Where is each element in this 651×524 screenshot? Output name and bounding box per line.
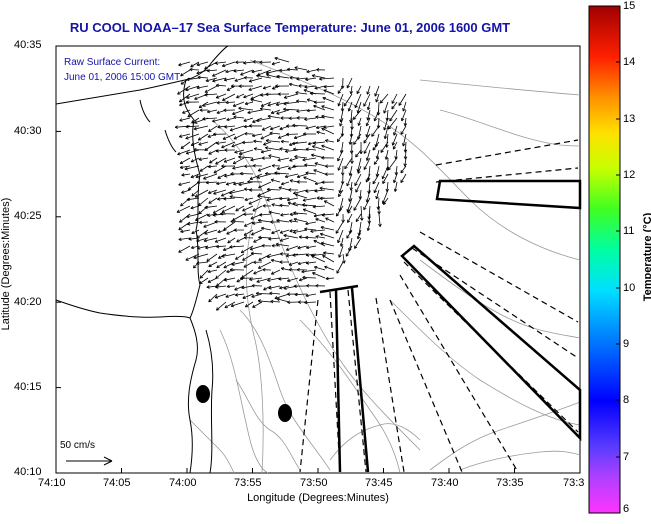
current-vector-head	[208, 137, 211, 138]
x-tick-label: 73:35	[496, 477, 524, 489]
y-tick-label: 40:25	[14, 210, 42, 222]
x-axis-label: Longitude (Degrees:Minutes)	[56, 492, 580, 504]
current-vector	[286, 134, 298, 135]
current-vector-head	[289, 265, 292, 266]
x-tick-label: 73:45	[365, 477, 393, 489]
current-vector-head	[235, 81, 238, 82]
x-tick-label: 73:55	[234, 477, 262, 489]
x-tick-label: 74:10	[38, 477, 66, 489]
colorbar-tick-label: 10	[623, 282, 635, 294]
buoy-marker	[278, 404, 292, 422]
y-axis-label: Latitude (Degrees:Minutes)	[0, 184, 12, 344]
current-vector-head	[280, 129, 283, 130]
current-vector-head	[215, 298, 218, 299]
y-tick-label: 40:20	[14, 296, 42, 308]
current-vector-head	[186, 139, 189, 140]
current-vector-head	[294, 138, 297, 139]
colorbar-tick-label: 11	[623, 225, 634, 237]
colorbar-tick-label: 9	[623, 338, 629, 350]
colorbar-tick-label: 7	[623, 451, 629, 463]
colorbar-tick-label: 6	[623, 503, 629, 515]
colorbar-label: Temperature (°C)	[642, 157, 651, 357]
scale-label: 50 cm/s	[60, 440, 95, 451]
x-tick-label: 74:00	[169, 477, 197, 489]
x-tick-label: 73:50	[300, 477, 328, 489]
current-vector-head	[178, 155, 181, 156]
current-vector-head	[194, 123, 197, 124]
current-vector	[320, 198, 334, 199]
map-title: RU COOL NOAA–17 Sea Surface Temperature:…	[0, 20, 580, 35]
y-tick-label: 40:15	[14, 381, 42, 393]
plot-frame	[56, 46, 580, 473]
buoy-marker	[196, 385, 210, 403]
colorbar-tick-label: 13	[623, 113, 635, 125]
current-vector-head	[203, 179, 206, 180]
current-vector-head	[226, 297, 229, 298]
y-tick-label: 40:10	[14, 466, 42, 478]
y-tick-label: 40:30	[14, 125, 42, 137]
colorbar-tick-label: 14	[623, 56, 635, 68]
x-tick-label: 73:3	[563, 477, 584, 489]
current-vector-head	[181, 193, 184, 194]
current-vector-head	[222, 66, 225, 67]
current-vector-head	[270, 129, 273, 130]
colorbar	[589, 6, 620, 513]
current-vector-head	[217, 113, 220, 114]
current-vector-head	[286, 250, 289, 251]
current-vector	[240, 174, 253, 175]
current-vector-head	[199, 205, 202, 206]
colorbar-tick-label: 8	[623, 394, 629, 406]
current-vector-head	[179, 102, 182, 103]
colorbar-tick-label: 12	[623, 169, 635, 181]
x-tick-label: 73:40	[431, 477, 459, 489]
current-vector	[279, 70, 289, 71]
colorbar-tick-label: 15	[623, 0, 635, 12]
current-annotation-line2: June 01, 2006 15:00 GMT	[64, 72, 180, 83]
current-vector-head	[180, 222, 183, 223]
current-vector-head	[289, 145, 292, 146]
current-annotation-line1: Raw Surface Current:	[64, 57, 160, 68]
current-vector-head	[271, 113, 274, 114]
x-tick-label: 74:05	[103, 477, 131, 489]
y-tick-label: 40:35	[14, 39, 42, 51]
